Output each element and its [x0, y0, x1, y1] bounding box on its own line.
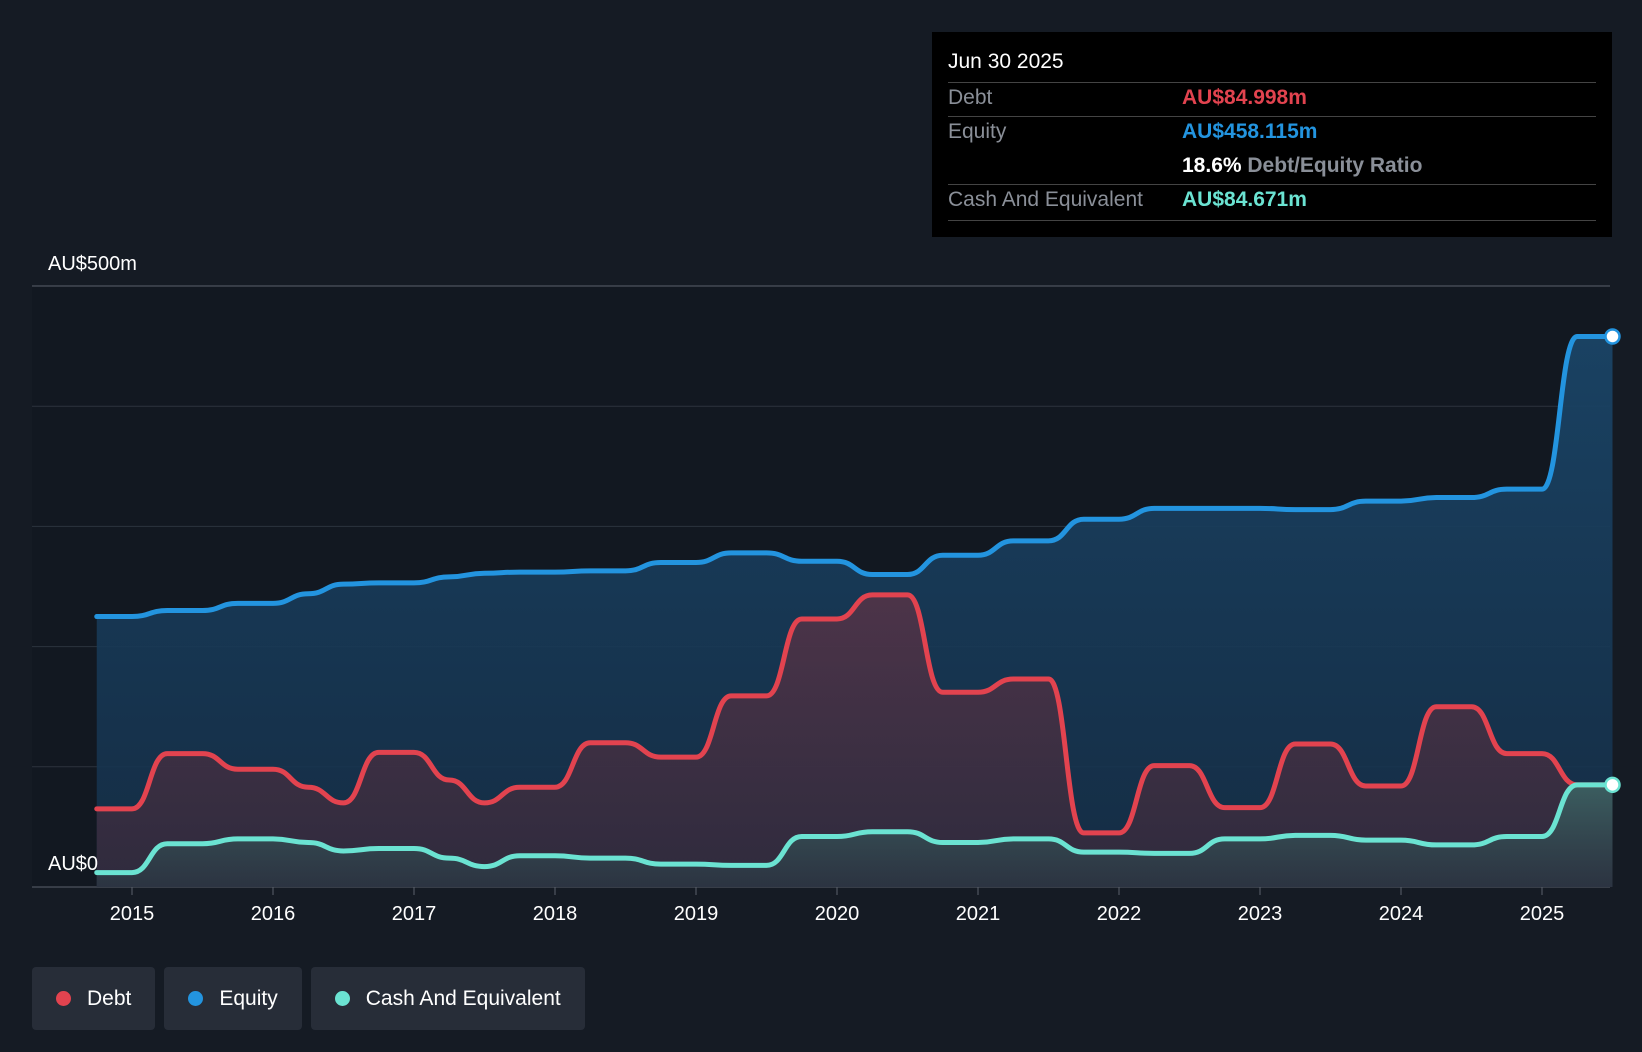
- equity-line: [94, 333, 1615, 620]
- x-tick-label: 2025: [1520, 903, 1565, 925]
- tooltip-debt-label: Debt: [948, 86, 993, 109]
- tooltip-divider: [948, 82, 1596, 83]
- tooltip-ratio-label: Debt/Equity Ratio: [1247, 154, 1423, 177]
- tooltip-cash-label: Cash And Equivalent: [948, 188, 1143, 211]
- equity-dot-icon: [188, 991, 204, 1006]
- legend-debt-label: Debt: [87, 986, 132, 1010]
- chart-legend: Debt Equity Cash And Equivalent: [32, 967, 585, 1030]
- x-tick-label: 2019: [674, 903, 719, 925]
- debt-dot-icon: [56, 991, 71, 1006]
- tooltip-equity-label: Equity: [948, 120, 1007, 143]
- legend-debt[interactable]: Debt: [32, 967, 156, 1030]
- x-tick-label: 2024: [1379, 903, 1424, 925]
- tooltip-ratio: 18.6% Debt/Equity Ratio: [1182, 154, 1422, 178]
- x-tick-label: 2023: [1238, 903, 1283, 925]
- x-tick-label: 2015: [110, 903, 155, 925]
- y-axis-top-label: AU$500m: [48, 253, 137, 275]
- tooltip-date: Jun 30 2025: [948, 50, 1064, 73]
- equity-end-marker: [1604, 328, 1621, 345]
- y-axis-bottom-label: AU$0: [48, 853, 98, 875]
- debt-line: [94, 592, 1615, 836]
- x-tick-label: 2022: [1097, 903, 1142, 925]
- tooltip-debt-value: AU$84.998m: [1182, 86, 1307, 109]
- tooltip-panel: Jun 30 2025 Debt AU$84.998m Equity AU$45…: [932, 32, 1612, 237]
- legend-cash-label: Cash And Equivalent: [365, 986, 561, 1010]
- tooltip-cash-value: AU$84.671m: [1182, 188, 1307, 211]
- tooltip-divider: [948, 220, 1596, 221]
- legend-equity-label: Equity: [219, 986, 278, 1010]
- legend-cash[interactable]: Cash And Equivalent: [310, 967, 585, 1030]
- x-tick-label: 2020: [815, 903, 860, 925]
- x-tick-label: 2016: [251, 903, 296, 925]
- legend-equity[interactable]: Equity: [164, 967, 302, 1030]
- tooltip-equity-value: AU$458.115m: [1182, 120, 1318, 143]
- cash-dot-icon: [334, 991, 350, 1006]
- cash-line: [94, 782, 1615, 876]
- x-tick-label: 2021: [956, 903, 1001, 925]
- cash-end-marker: [1604, 776, 1621, 794]
- debt-area: [96, 594, 1613, 887]
- x-tick-label: 2018: [533, 903, 578, 925]
- tooltip-divider: [948, 116, 1596, 117]
- x-tick-label: 2017: [392, 903, 437, 925]
- tooltip-ratio-value: 18.6%: [1182, 154, 1242, 177]
- tooltip-divider: [948, 184, 1596, 185]
